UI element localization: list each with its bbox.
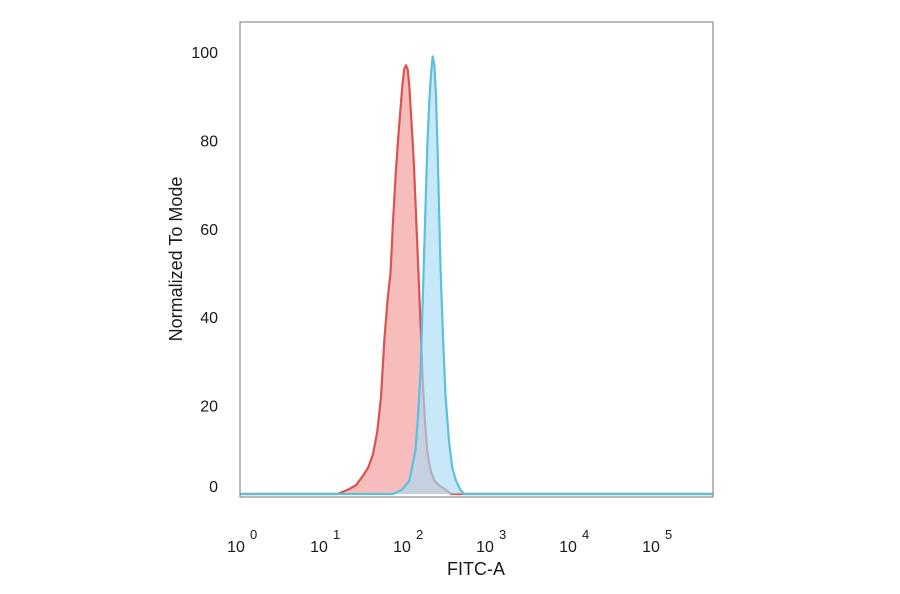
x-tick-exponent: 2 <box>416 527 423 542</box>
x-tick-base: 10 <box>393 539 411 556</box>
x-tick-exponent: 4 <box>582 527 589 542</box>
y-tick-label: 20 <box>200 399 218 416</box>
series-layer <box>240 55 713 496</box>
x-tick-label: 10 1 <box>310 527 340 556</box>
x-tick-exponent: 5 <box>665 527 672 542</box>
y-tick-label: 60 <box>200 222 218 239</box>
x-tick-label: 10 0 <box>227 527 257 556</box>
y-tick-label: 40 <box>200 310 218 327</box>
x-tick-exponent: 3 <box>499 527 506 542</box>
x-tick-base: 10 <box>227 539 245 556</box>
x-tick-exponent: 1 <box>333 527 340 542</box>
y-tick-label: 0 <box>209 479 218 496</box>
y-tick-label: 80 <box>200 133 218 150</box>
y-axis-title: Normalized To Mode <box>166 177 186 342</box>
x-tick-base: 10 <box>559 539 577 556</box>
series-1-line <box>240 64 713 496</box>
series-1-area <box>240 65 713 495</box>
x-tick-base: 10 <box>310 539 328 556</box>
x-axis-ticks: 10 0 10 1 10 2 10 3 10 4 10 5 <box>227 527 672 556</box>
x-axis-title: FITC-A <box>447 559 505 579</box>
x-tick-label: 10 4 <box>559 527 589 556</box>
series-2-line <box>240 55 713 496</box>
series-2-area <box>240 56 713 495</box>
y-axis-ticks: 0 20 40 60 80 100 <box>191 45 218 496</box>
x-tick-base: 10 <box>476 539 494 556</box>
x-tick-exponent: 0 <box>250 527 257 542</box>
x-tick-base: 10 <box>642 539 660 556</box>
x-tick-label: 10 2 <box>393 527 423 556</box>
x-tick-label: 10 5 <box>642 527 672 556</box>
plot-frame <box>239 21 714 498</box>
y-tick-label: 100 <box>191 45 218 62</box>
x-tick-label: 10 3 <box>476 527 506 556</box>
